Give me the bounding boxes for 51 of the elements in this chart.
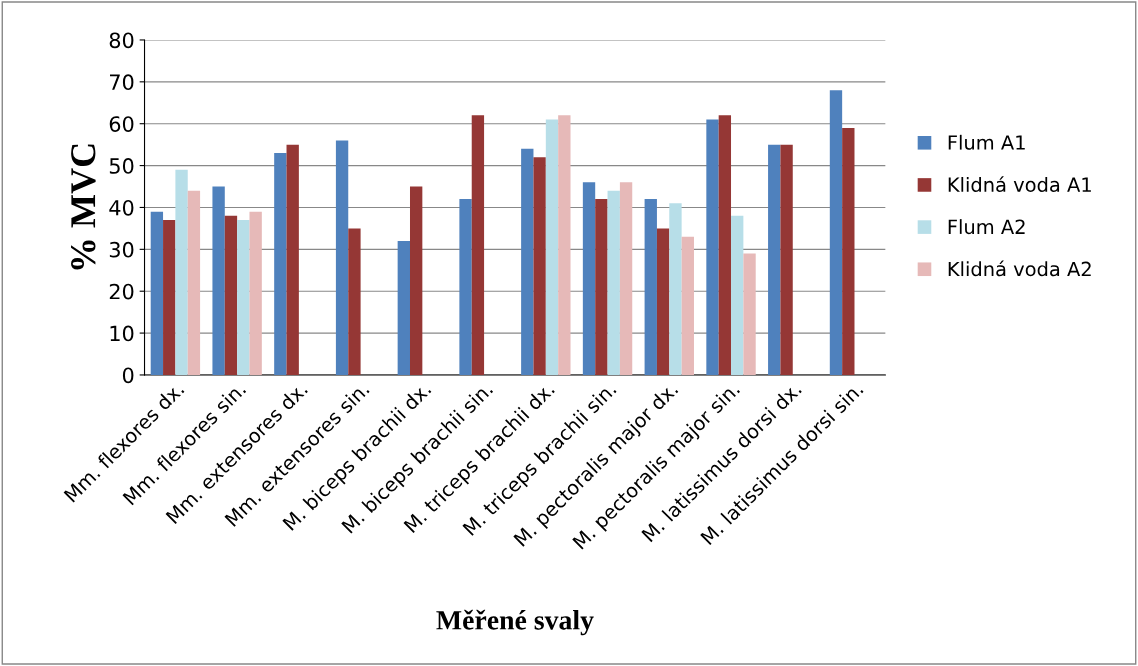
bar (718, 115, 732, 375)
y-tick-label: 40 (109, 199, 134, 216)
bar (397, 240, 410, 375)
bar (249, 211, 262, 375)
bar (348, 228, 361, 375)
bar (237, 220, 250, 375)
y-tick-label: 70 (110, 74, 134, 91)
y-tick-label: 0 (122, 367, 134, 384)
bar (274, 153, 287, 375)
bar (459, 199, 472, 375)
bar (619, 182, 633, 375)
legend-label: Klidná voda A1 (948, 176, 1091, 193)
bar (829, 90, 843, 375)
y-tick-label: 50 (109, 158, 134, 174)
bar (656, 228, 670, 375)
x-axis-title: Měřené svaly (436, 609, 594, 636)
bar (212, 186, 225, 375)
bar (521, 148, 534, 375)
legend-label: Flum A2 (948, 219, 1025, 235)
bar (582, 182, 596, 375)
bar (731, 215, 744, 375)
bar (409, 186, 423, 375)
y-axis-title: % MVC (71, 144, 96, 270)
bar (545, 119, 559, 375)
bar (533, 157, 546, 375)
bar (187, 190, 201, 375)
y-tick-label: 30 (109, 241, 134, 258)
bar (558, 115, 571, 375)
legend-label: Klidná voda A2 (948, 260, 1091, 277)
bar (743, 253, 756, 375)
bar (669, 203, 682, 375)
bar (335, 140, 349, 375)
y-tick-label: 20 (109, 283, 134, 300)
bar (286, 144, 299, 375)
bar (175, 169, 188, 375)
y-tick-label: 10 (110, 325, 134, 342)
bar (595, 199, 608, 375)
bar (471, 115, 485, 375)
legend-label: Flum A1 (948, 134, 1025, 150)
bar (607, 190, 620, 375)
bar (644, 199, 657, 375)
y-tick-label: 80 (109, 32, 134, 49)
bar (842, 127, 855, 375)
bar (163, 220, 176, 375)
bar (768, 144, 781, 375)
bar (150, 211, 164, 375)
bar (780, 144, 793, 375)
bar (681, 236, 694, 375)
bar (224, 215, 238, 375)
bar (706, 119, 719, 375)
y-tick-label: 60 (109, 116, 134, 132)
